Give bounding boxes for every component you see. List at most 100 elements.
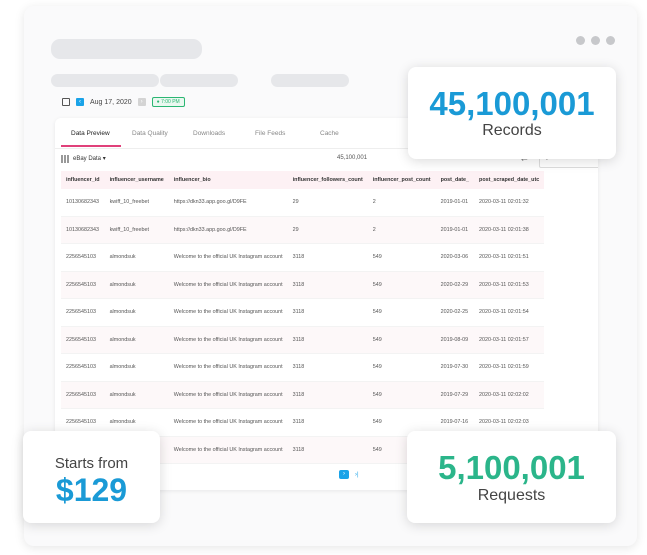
table-cell: almondsuk (104, 271, 169, 299)
calendar-icon[interactable] (62, 98, 70, 106)
tab-downloads[interactable]: Downloads (193, 130, 226, 137)
table-cell: 3118 (287, 381, 368, 409)
table-cell: 2256545103 (61, 353, 105, 382)
table-cell: 3118 (287, 271, 368, 299)
price-card: Starts from $129 (23, 431, 160, 523)
table-cell: 2 (367, 189, 436, 217)
table-cell: 2020-03-11 02:01:54 (474, 298, 545, 327)
table-cell: 549 (367, 243, 436, 272)
table-cell: 3118 (287, 298, 368, 327)
table-cell: 3118 (287, 436, 368, 464)
price-label: Starts from (54, 455, 129, 472)
table-cell: 2020-02-29 (435, 271, 475, 299)
table-row[interactable]: 10130682343 kwiff_10_freebet https://dkn33… (61, 189, 545, 217)
prev-date-icon[interactable]: ‹ (76, 98, 84, 106)
requests-card: 5,100,001 Requests (407, 431, 616, 523)
next-date-icon[interactable]: › (137, 98, 146, 106)
table-row[interactable]: 2256545103 almondsuk Welcome to the offici… (61, 271, 545, 299)
table-cell: https://dkn33.app.goo.gl/D9FE (168, 216, 288, 244)
tab-file-feeds[interactable]: File Feeds (255, 130, 286, 137)
table-cell: 2020-03-11 02:01:38 (474, 216, 545, 244)
tab-data-preview[interactable]: Data Preview (71, 130, 110, 137)
table-cell: 2019-08-09 (435, 326, 475, 354)
table-cell: Welcome to the official UK Instagram acc… (168, 353, 288, 382)
table-cell: almondsuk (104, 353, 169, 382)
next-page-button[interactable]: › (339, 470, 349, 479)
date-bar: ‹ Aug 17, 2020 › ● 7:00 PM (62, 97, 185, 107)
table-cell: 549 (367, 381, 436, 409)
table-cell: Welcome to the official UK Instagram acc… (168, 326, 288, 354)
table-row[interactable]: 2256545103 almondsuk Welcome to the offici… (61, 243, 545, 272)
table-row[interactable]: 2256545103 almondsuk Welcome to the offici… (61, 408, 545, 437)
table-cell: 3118 (287, 408, 368, 437)
table-cell: almondsuk (104, 381, 169, 409)
table-cell: 2256545103 (61, 243, 105, 272)
tab-data-quality[interactable]: Data Quality (132, 130, 168, 137)
table-cell: Welcome to the official UK Instagram acc… (168, 436, 288, 464)
table-cell: 3118 (287, 326, 368, 354)
table-cell: 2256545103 (61, 271, 105, 299)
table-cell: 2020-03-11 02:01:32 (474, 189, 545, 217)
records-card: 45,100,001 Records (408, 67, 616, 159)
table-cell: 2020-03-11 02:01:59 (474, 353, 545, 382)
window-menu-dots[interactable] (576, 36, 615, 45)
table-body: 10130682343 kwiff_10_freebet https://dkn33… (61, 189, 545, 464)
nav-placeholder-2 (160, 74, 238, 87)
table-cell: 549 (367, 298, 436, 327)
records-label: Records (482, 122, 542, 139)
column-header[interactable]: influencer_id (61, 171, 105, 189)
table-cell: 2020-03-11 02:01:51 (474, 243, 545, 272)
table-row[interactable]: 10130682343 kwiff_10_freebet https://dkn33… (61, 216, 545, 244)
table-cell: 2256545103 (61, 381, 105, 409)
table-header-row: influencer_id influencer_username influenc… (61, 171, 545, 189)
column-header[interactable]: influencer_username (104, 171, 169, 189)
requests-label: Requests (477, 487, 546, 504)
column-header[interactable]: post_date_ (435, 171, 475, 189)
table-row[interactable]: 2256545103 almondsuk Welcome to the offici… (61, 353, 545, 382)
record-count: 45,100,001 (337, 155, 368, 161)
table-cell: 549 (367, 353, 436, 382)
time-badge[interactable]: ● 7:00 PM (151, 97, 185, 107)
grid-icon (61, 155, 69, 163)
column-header[interactable]: post_scraped_date_utc (474, 171, 545, 189)
table-cell: 2020-02-25 (435, 298, 475, 327)
table-cell: 2019-07-29 (435, 381, 475, 409)
last-page-button[interactable]: ›| (355, 471, 359, 478)
table-cell: 549 (367, 326, 436, 354)
dataset-select[interactable]: eBay Data ▾ (73, 156, 106, 162)
table-cell: 29 (287, 189, 368, 217)
table-cell: https://dkn33.app.goo.gl/D9FE (168, 189, 288, 217)
table-cell: Welcome to the official UK Instagram acc… (168, 243, 288, 272)
table-cell: kwiff_10_freebet (104, 216, 169, 244)
data-table: influencer_id influencer_username influenc… (61, 171, 545, 464)
table-cell: 2020-03-11 02:01:57 (474, 326, 545, 354)
table-cell: 2019-07-30 (435, 353, 475, 382)
table-row[interactable]: 2256545103 almondsuk Welcome to the offici… (61, 298, 545, 327)
column-header[interactable]: influencer_followers_count (287, 171, 368, 189)
table-cell: Welcome to the official UK Instagram acc… (168, 381, 288, 409)
table-cell: 10130682343 (61, 216, 105, 244)
column-header[interactable]: influencer_bio (168, 171, 288, 189)
table-cell: Welcome to the official UK Instagram acc… (168, 298, 288, 327)
title-placeholder (51, 39, 202, 59)
column-header[interactable]: influencer_post_count (367, 171, 436, 189)
table-row[interactable]: 2256545103 almondsuk Welcome to the offici… (61, 326, 545, 354)
tab-cache[interactable]: Cache (320, 130, 339, 137)
price-value: $129 (55, 472, 128, 508)
table-cell: 2020-03-11 02:02:02 (474, 381, 545, 409)
records-value: 45,100,001 (429, 85, 595, 122)
table-cell: kwiff_10_freebet (104, 189, 169, 217)
table-cell: Welcome to the official UK Instagram acc… (168, 408, 288, 437)
table-cell: 3118 (287, 353, 368, 382)
table-row[interactable]: 2256545103 almondsuk Welcome to the offici… (61, 381, 545, 409)
table-cell: 2 (367, 216, 436, 244)
tab-bar: Data Preview Data Quality Downloads File… (55, 118, 598, 149)
date-label: Aug 17, 2020 (90, 98, 132, 106)
table-cell: Welcome to the official UK Instagram acc… (168, 271, 288, 299)
table-cell: 10130682343 (61, 189, 105, 217)
table-cell: 2019-01-01 (435, 216, 475, 244)
table-cell: 549 (367, 271, 436, 299)
table-cell: 2256545103 (61, 326, 105, 354)
table-cell: 3118 (287, 243, 368, 272)
table-cell: 2020-03-11 02:01:53 (474, 271, 545, 299)
